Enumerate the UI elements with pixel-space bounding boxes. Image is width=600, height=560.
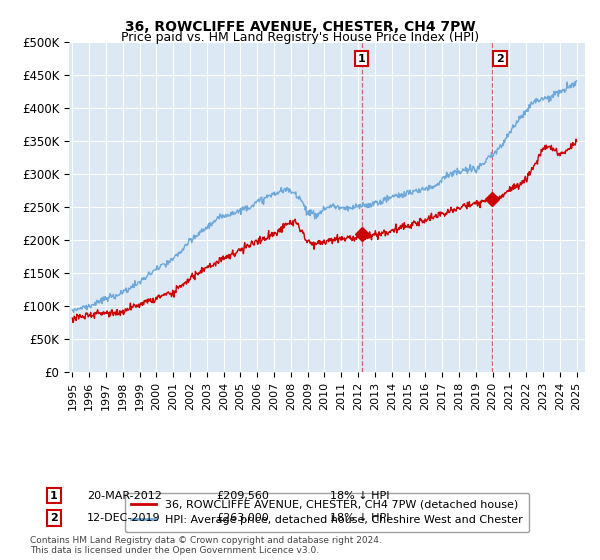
Text: Contains HM Land Registry data © Crown copyright and database right 2024.: Contains HM Land Registry data © Crown c… bbox=[30, 536, 382, 545]
Text: 2: 2 bbox=[50, 513, 58, 523]
Text: £263,000: £263,000 bbox=[216, 513, 269, 523]
Text: This data is licensed under the Open Government Licence v3.0.: This data is licensed under the Open Gov… bbox=[30, 545, 319, 555]
Text: £209,560: £209,560 bbox=[216, 491, 269, 501]
Text: Price paid vs. HM Land Registry's House Price Index (HPI): Price paid vs. HM Land Registry's House … bbox=[121, 31, 479, 44]
Text: 1: 1 bbox=[358, 54, 365, 63]
Text: 12-DEC-2019: 12-DEC-2019 bbox=[87, 513, 161, 523]
Text: 2: 2 bbox=[496, 54, 504, 63]
Text: 1: 1 bbox=[50, 491, 58, 501]
Text: 20-MAR-2012: 20-MAR-2012 bbox=[87, 491, 162, 501]
Text: 36, ROWCLIFFE AVENUE, CHESTER, CH4 7PW: 36, ROWCLIFFE AVENUE, CHESTER, CH4 7PW bbox=[125, 20, 475, 34]
Text: 18% ↓ HPI: 18% ↓ HPI bbox=[330, 491, 389, 501]
Legend: 36, ROWCLIFFE AVENUE, CHESTER, CH4 7PW (detached house), HPI: Average price, det: 36, ROWCLIFFE AVENUE, CHESTER, CH4 7PW (… bbox=[125, 493, 529, 532]
Text: 18% ↓ HPI: 18% ↓ HPI bbox=[330, 513, 389, 523]
